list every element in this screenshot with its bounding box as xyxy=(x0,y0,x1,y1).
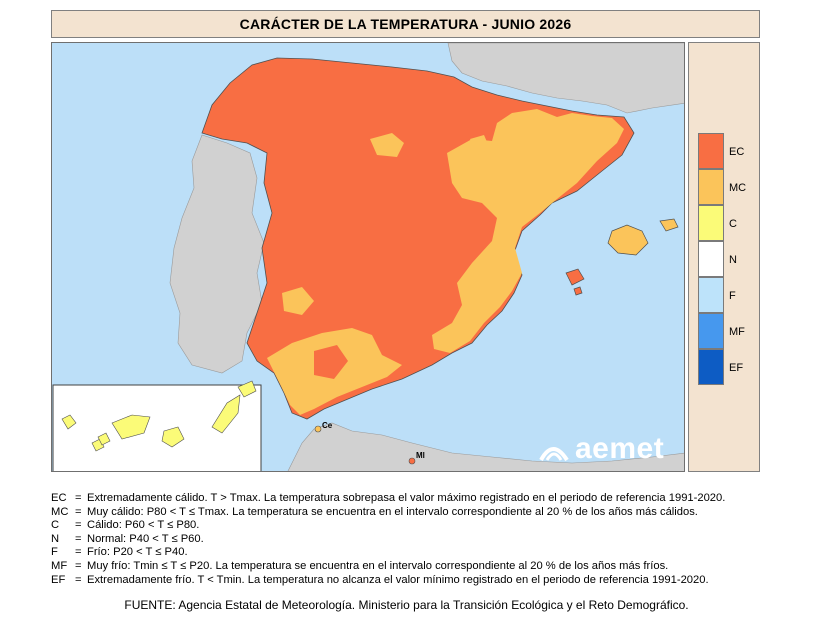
portugal-land xyxy=(169,134,265,374)
mallorca xyxy=(607,224,649,256)
ibiza xyxy=(565,268,585,286)
note-row-ef: EF = Extremadamente frío. T < Tmin. La tem… xyxy=(51,573,709,586)
legend-label-mc: MC xyxy=(729,182,747,194)
note-text: Frío: P20 < T ≤ P40. xyxy=(87,546,188,559)
legend-label-c: C xyxy=(729,218,737,230)
note-code: EC xyxy=(51,492,67,504)
melilla-label: Ml xyxy=(416,451,425,460)
canary-la-palma xyxy=(61,414,77,430)
note-code: MC xyxy=(51,505,69,518)
france-land xyxy=(447,43,684,114)
legend-swatch-mc xyxy=(698,169,724,205)
note-code: MF xyxy=(51,559,68,572)
note-text: Cálido: P60 < T ≤ P80. xyxy=(87,519,200,532)
formentera xyxy=(573,286,583,296)
aemet-logo-mark xyxy=(539,447,569,462)
note-text: Muy frío: Tmin ≤ T ≤ P20. La temperatura… xyxy=(87,559,669,572)
map-title: CARÁCTER DE LA TEMPERATURA - JUNIO 2026 xyxy=(51,10,760,38)
canary-fuerteventura xyxy=(211,394,241,434)
legend: EC MC C N F MF EF xyxy=(688,42,760,472)
canary-gran-canaria xyxy=(161,426,185,448)
note-text: Normal: P40 < T ≤ P60. xyxy=(87,532,204,545)
note-row-ec: EC = Extremadamente cálido. T > Tmax. La t… xyxy=(51,492,726,504)
legend-swatch-c xyxy=(698,205,724,241)
canary-la-gomera xyxy=(97,432,111,446)
mc-zone-north-2 xyxy=(470,135,490,155)
legend-label-mf: MF xyxy=(729,326,745,338)
note-row-c: C = Cálido: P60 < T ≤ P80. xyxy=(51,519,200,532)
note-code: C xyxy=(51,519,60,532)
note-text: Extremadamente cálido. T > Tmax. La temp… xyxy=(87,492,726,504)
canary-tenerife xyxy=(111,414,151,440)
ec-island-south xyxy=(314,345,348,379)
note-row-mf: MF = Muy frío: Tmin ≤ T ≤ P20. La temperat… xyxy=(51,559,669,572)
africa-land xyxy=(287,422,684,471)
ceuta-marker xyxy=(314,425,322,433)
legend-swatch-ec xyxy=(698,133,724,169)
note-row-mc: MC = Muy cálido: P80 < T ≤ Tmax. La temper… xyxy=(51,505,698,518)
map-canvas xyxy=(52,43,684,471)
mc-zone-west xyxy=(282,287,314,315)
legend-swatch-f xyxy=(698,277,724,313)
legend-label-f: F xyxy=(729,290,736,302)
note-row-n: N = Normal: P40 < T ≤ P60. xyxy=(51,532,204,545)
temperature-map: Ce Ml xyxy=(51,42,685,472)
legend-label-ef: EF xyxy=(729,362,744,374)
note-code: EF xyxy=(51,573,66,586)
canary-lanzarote xyxy=(237,380,257,398)
ceuta-label: Ce xyxy=(322,421,333,430)
legend-swatch-n xyxy=(698,241,724,277)
mc-zone-east xyxy=(432,109,624,353)
menorca xyxy=(659,218,679,232)
legend-label-n: N xyxy=(729,254,737,266)
note-code: F xyxy=(51,546,58,559)
legend-swatch-ef xyxy=(698,349,724,385)
note-row-f: F = Frío: P20 < T ≤ P40. xyxy=(51,546,188,559)
mc-zone-north-1 xyxy=(370,133,404,157)
note-text: Muy cálido: P80 < T ≤ Tmax. La temperatu… xyxy=(87,505,698,518)
source-credit: FUENTE: Agencia Estatal de Meteorología.… xyxy=(124,598,689,612)
legend-swatch-mf xyxy=(698,313,724,349)
aemet-logo: aemet xyxy=(537,432,677,468)
canary-inset xyxy=(52,384,262,471)
note-text: Extremadamente frío. T < Tmin. La temper… xyxy=(87,573,709,586)
legend-notes: EC = Extremadamente cálido. T > Tmax. La t… xyxy=(51,492,791,587)
aemet-logo-text: aemet xyxy=(575,432,665,465)
note-code: N xyxy=(51,532,60,545)
legend-label-ec: EC xyxy=(729,146,745,158)
melilla-marker xyxy=(408,457,416,465)
